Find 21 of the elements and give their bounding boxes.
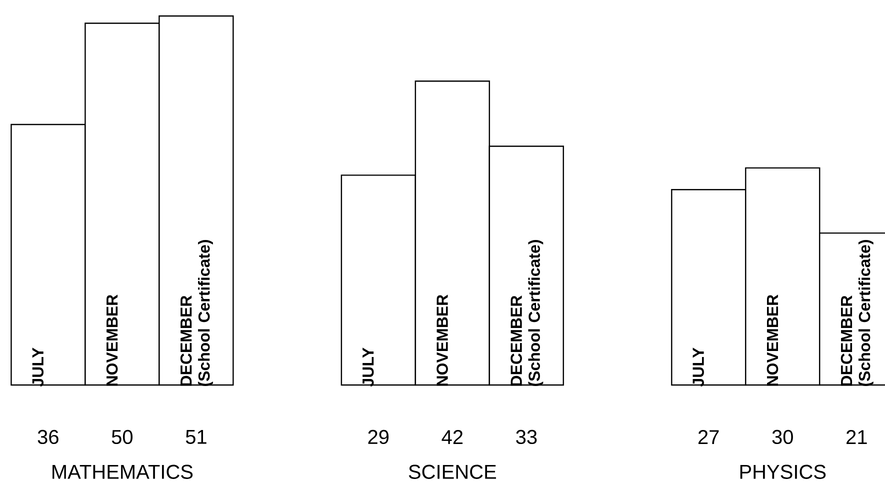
text: DECEMBER (School Certificate) xyxy=(510,240,544,386)
data-label: 50 xyxy=(112,430,133,444)
text: NOVEMBER xyxy=(766,294,778,386)
data-label: 21 xyxy=(846,430,867,444)
x-tick-label: PHYSICS xyxy=(740,464,826,479)
data-label: 51 xyxy=(186,430,206,444)
data-label: 27 xyxy=(698,430,719,444)
data-label: 29 xyxy=(368,430,389,444)
text: JULY xyxy=(692,348,704,387)
text: JULY xyxy=(362,348,374,387)
x-tick-label: MATHEMATICS xyxy=(52,464,193,479)
data-label: 36 xyxy=(38,430,58,444)
series-label: NOVEMBER xyxy=(106,294,118,386)
x-tick-label: SCIENCE xyxy=(408,464,496,479)
data-label: 33 xyxy=(516,430,537,444)
series-label: DECEMBER (School Certificate) xyxy=(180,240,213,386)
data-label: 30 xyxy=(772,430,793,444)
data-label: 42 xyxy=(442,430,463,444)
text: DECEMBER (School Certificate) xyxy=(840,240,874,386)
text: NOVEMBER xyxy=(436,294,448,386)
series-label: JULY xyxy=(32,348,44,387)
